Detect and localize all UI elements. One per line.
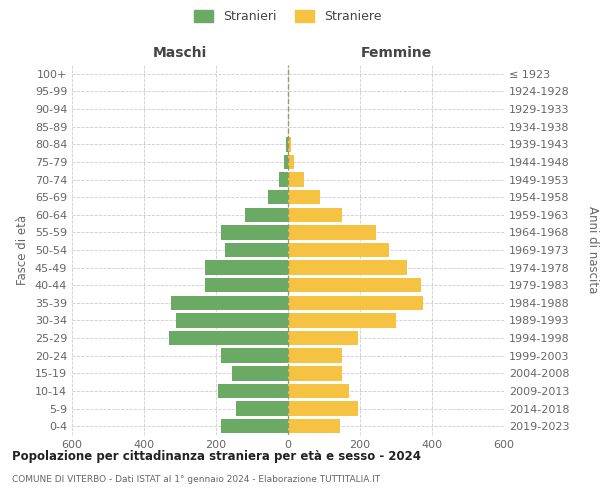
Bar <box>221 419 288 434</box>
Bar <box>232 366 288 380</box>
Legend: Stranieri, Straniere: Stranieri, Straniere <box>190 4 386 28</box>
Bar <box>284 154 288 169</box>
Bar <box>221 348 288 363</box>
Bar <box>288 384 349 398</box>
Bar <box>288 278 421 292</box>
Bar <box>176 314 288 328</box>
Bar <box>288 348 342 363</box>
Bar <box>288 243 389 257</box>
Text: COMUNE DI VITERBO - Dati ISTAT al 1° gennaio 2024 - Elaborazione TUTTITALIA.IT: COMUNE DI VITERBO - Dati ISTAT al 1° gen… <box>12 475 380 484</box>
Y-axis label: Anni di nascita: Anni di nascita <box>586 206 599 294</box>
Bar <box>288 314 396 328</box>
Text: Maschi: Maschi <box>153 46 207 60</box>
Bar <box>288 225 376 240</box>
Bar <box>286 137 288 152</box>
Bar <box>288 260 407 275</box>
Y-axis label: Fasce di età: Fasce di età <box>16 215 29 285</box>
Bar <box>288 137 291 152</box>
Bar <box>245 208 288 222</box>
Bar <box>225 243 288 257</box>
Bar <box>288 366 342 380</box>
Bar <box>268 190 288 204</box>
Text: Popolazione per cittadinanza straniera per età e sesso - 2024: Popolazione per cittadinanza straniera p… <box>12 450 421 463</box>
Text: Femmine: Femmine <box>361 46 431 60</box>
Bar <box>169 331 288 345</box>
Bar <box>221 225 288 240</box>
Bar <box>218 384 288 398</box>
Bar <box>288 402 358 416</box>
Bar <box>288 296 423 310</box>
Bar <box>288 190 320 204</box>
Bar <box>171 296 288 310</box>
Bar <box>205 278 288 292</box>
Bar <box>288 419 340 434</box>
Bar <box>205 260 288 275</box>
Bar <box>288 154 295 169</box>
Bar <box>288 172 304 186</box>
Bar <box>236 402 288 416</box>
Bar <box>279 172 288 186</box>
Bar <box>288 331 358 345</box>
Bar <box>288 208 342 222</box>
